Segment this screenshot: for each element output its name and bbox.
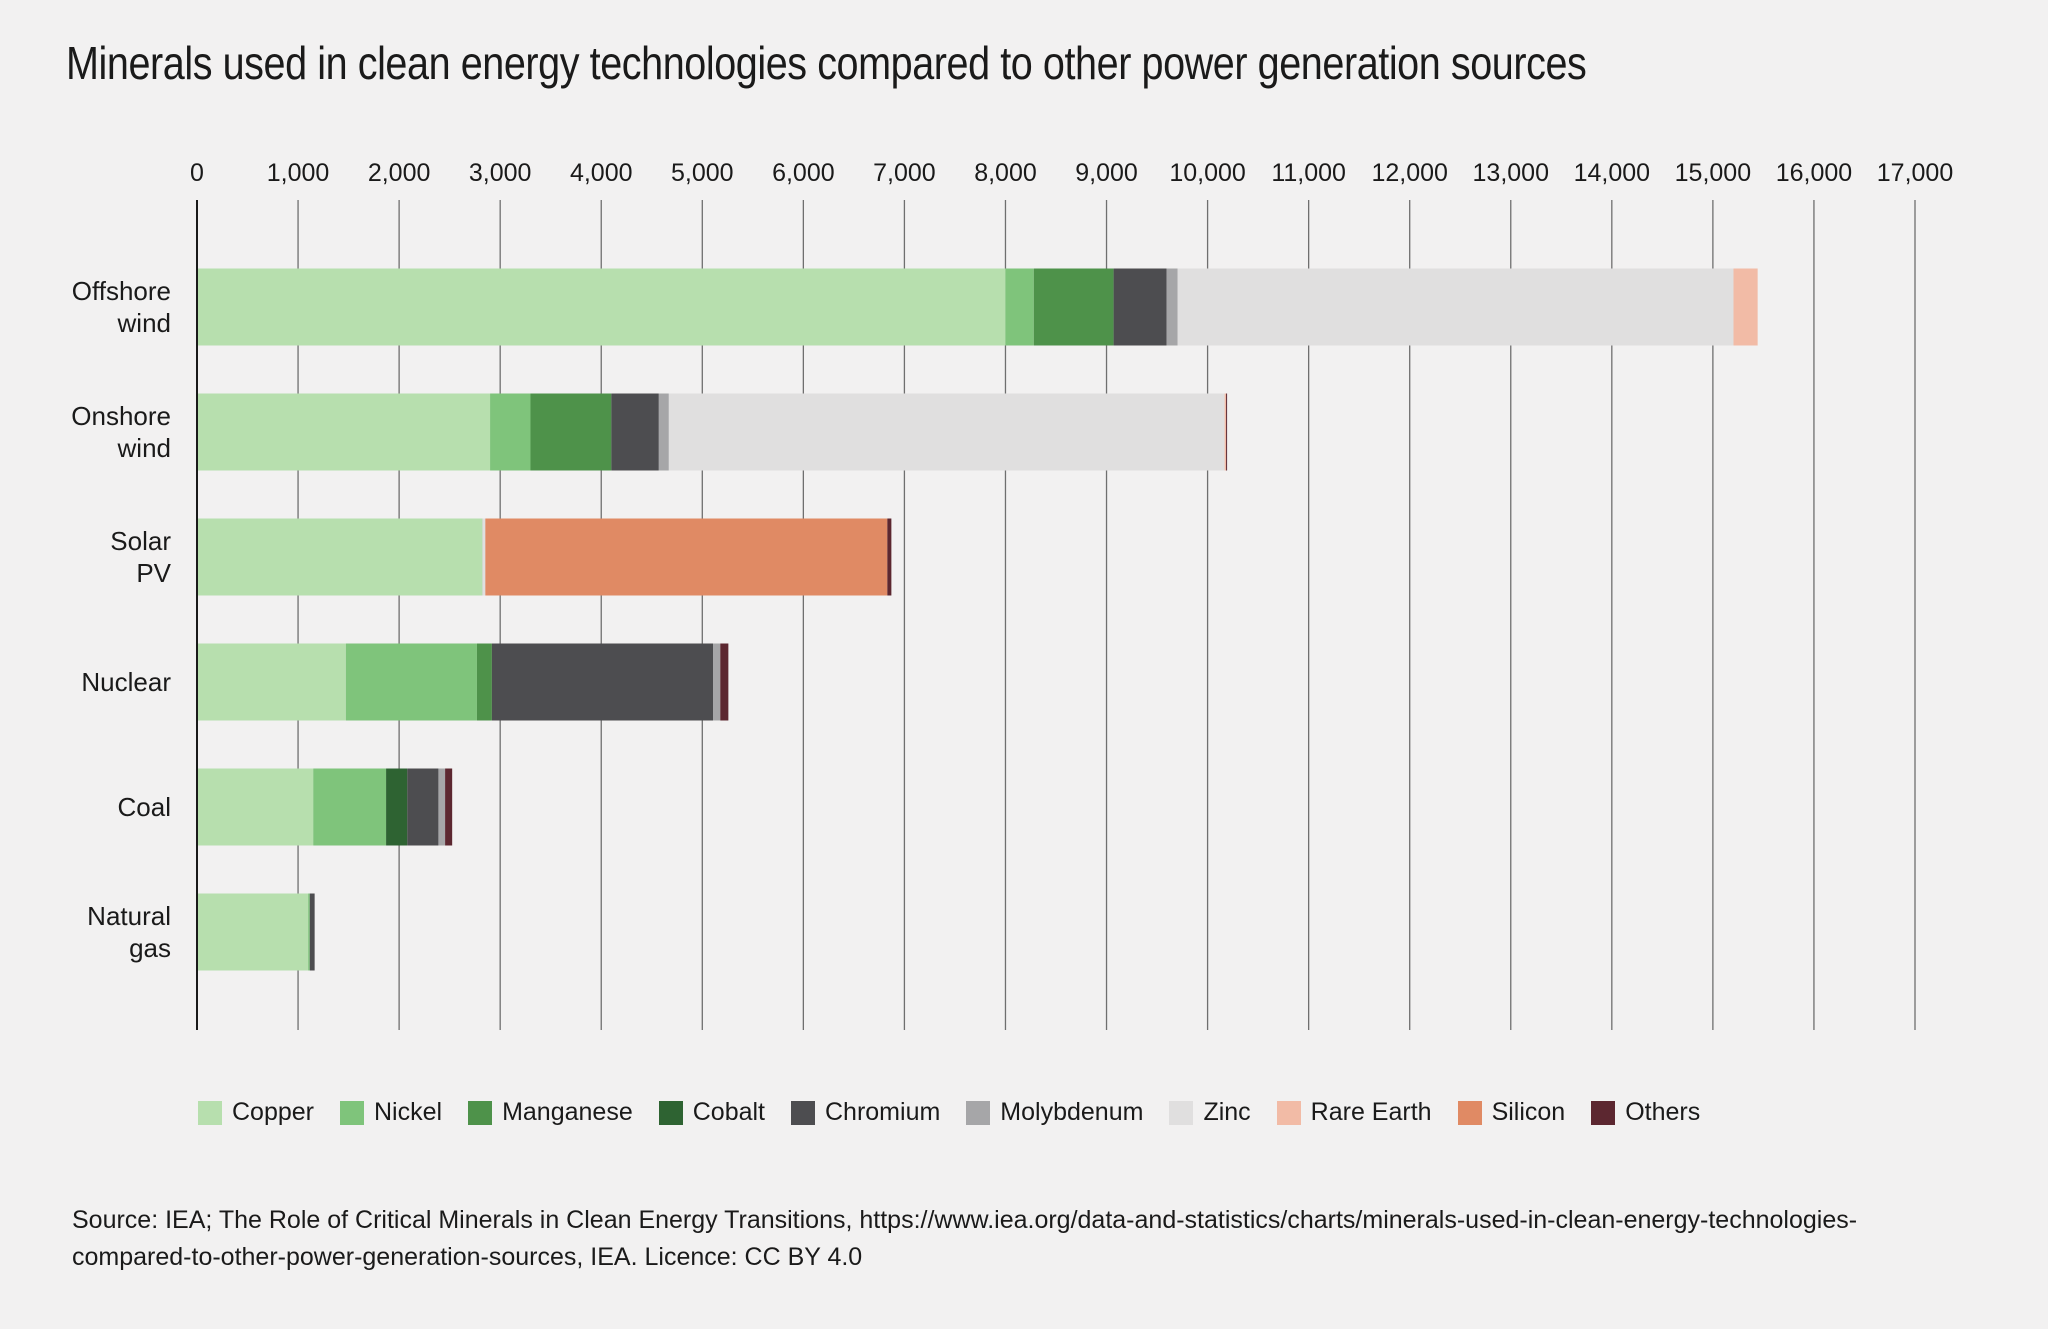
- bar-segment: [345, 643, 477, 721]
- source-note: Source: IEA; The Role of Critical Minera…: [72, 1206, 1858, 1271]
- x-tick-label: 0: [190, 159, 204, 187]
- bar-segment: [658, 393, 669, 471]
- legend-item: Zinc: [1169, 1098, 1251, 1127]
- bar-segment: [313, 768, 387, 846]
- bar-segment: [490, 393, 531, 471]
- bar-segment: [309, 893, 315, 971]
- bar-segment: [445, 768, 453, 846]
- legend-label: Molybdenum: [1000, 1098, 1144, 1126]
- legend-swatch: [1457, 1100, 1482, 1125]
- x-tick-label: 12,000: [1371, 159, 1447, 187]
- legend-label: Nickel: [374, 1098, 443, 1126]
- legend-label: Others: [1625, 1098, 1701, 1126]
- bar-segment: [1224, 393, 1227, 471]
- x-tick-label: 10,000: [1169, 159, 1245, 187]
- legend-label: Rare Earth: [1310, 1098, 1432, 1126]
- bar-segment: [197, 643, 346, 721]
- bar-segment: [611, 393, 659, 471]
- category-label: Nuclear: [81, 667, 171, 697]
- legend-swatch: [340, 1100, 364, 1125]
- x-tick-label: 17,000: [1877, 159, 1953, 187]
- x-tick-label: 4,000: [570, 159, 633, 187]
- legend-swatch: [1591, 1100, 1616, 1125]
- bar-segment: [197, 393, 491, 471]
- bar-segment: [197, 268, 1006, 346]
- legend-label: Cobalt: [692, 1098, 765, 1126]
- bar-segment: [1733, 268, 1758, 346]
- bar-segment: [887, 518, 892, 596]
- bar-segment: [1005, 268, 1034, 346]
- category-label: Natural gas: [87, 901, 171, 963]
- bar-segment: [197, 768, 314, 846]
- legend-label: Zinc: [1203, 1098, 1251, 1126]
- bar-segment: [491, 643, 714, 721]
- legend-item: Copper: [198, 1098, 314, 1127]
- bar-segment: [485, 518, 888, 596]
- x-tick-label: 1,000: [267, 159, 330, 187]
- bar-segment: [1166, 268, 1178, 346]
- x-tick-label: 9,000: [1075, 159, 1138, 187]
- legend-label: Silicon: [1491, 1098, 1566, 1126]
- chart-title: Minerals used in clean energy technologi…: [66, 37, 1587, 89]
- bar-segment: [308, 893, 310, 971]
- bar-segment: [197, 893, 309, 971]
- x-tick-label: 13,000: [1473, 159, 1549, 187]
- legend-item: Nickel: [340, 1098, 442, 1127]
- legend-item: Manganese: [468, 1098, 633, 1127]
- bar-segment: [668, 393, 1225, 471]
- bar-segment: [438, 768, 446, 846]
- x-tick-label: 6,000: [772, 159, 835, 187]
- legend-swatch: [1276, 1100, 1301, 1125]
- legend-item: Cobalt: [658, 1098, 765, 1127]
- category-label: Onshore wind: [71, 401, 171, 463]
- bar-segment: [476, 643, 492, 721]
- x-tick-label: 7,000: [873, 159, 936, 187]
- bar-segment: [1177, 268, 1734, 346]
- x-tick-label: 3,000: [469, 159, 532, 187]
- category-label: Offshore wind: [72, 276, 171, 338]
- bar-segment: [482, 518, 486, 596]
- x-tick-label: 5,000: [671, 159, 734, 187]
- x-tick-label: 2,000: [368, 159, 431, 187]
- legend-item: Silicon: [1457, 1098, 1566, 1127]
- legend-item: Chromium: [791, 1098, 940, 1127]
- legend-swatch: [1169, 1100, 1194, 1125]
- x-tick-label: 15,000: [1675, 159, 1751, 187]
- bar-segment: [1113, 268, 1167, 346]
- legend-swatch: [966, 1100, 991, 1125]
- legend: Copper Nickel Manganese Cobalt Chromium Molyb…: [198, 1098, 1726, 1127]
- bar-segment: [1226, 393, 1228, 471]
- bar-segment: [720, 643, 729, 721]
- x-tick-label: 11,000: [1271, 159, 1346, 187]
- legend-swatch: [198, 1100, 222, 1125]
- legend-swatch: [791, 1100, 815, 1125]
- bar-segment: [530, 393, 612, 471]
- bar-segment: [197, 518, 483, 596]
- legend-label: Chromium: [825, 1098, 941, 1126]
- legend-label: Copper: [232, 1098, 314, 1126]
- legend-item: Molybdenum: [966, 1098, 1143, 1127]
- bar-segment: [407, 768, 439, 846]
- labels-layer: 0 1,000 2,000 3,000 4,000 5,000 6,000 7,000 8,00…: [71, 159, 1953, 963]
- legend-label: Manganese: [502, 1098, 633, 1126]
- category-label: Coal: [118, 792, 171, 822]
- bar-segment: [386, 768, 408, 846]
- category-label: Solar PV: [110, 526, 171, 588]
- bar-segment: [713, 643, 721, 721]
- x-tick-label: 14,000: [1574, 159, 1650, 187]
- legend-item: Rare Earth: [1276, 1098, 1432, 1127]
- x-tick-label: 8,000: [974, 159, 1037, 187]
- bars-layer: [197, 268, 1758, 971]
- legend-swatch: [468, 1100, 493, 1125]
- bar-segment: [1033, 268, 1114, 346]
- legend-swatch: [658, 1100, 683, 1125]
- x-tick-label: 16,000: [1776, 159, 1852, 187]
- legend-item: Others: [1591, 1098, 1700, 1127]
